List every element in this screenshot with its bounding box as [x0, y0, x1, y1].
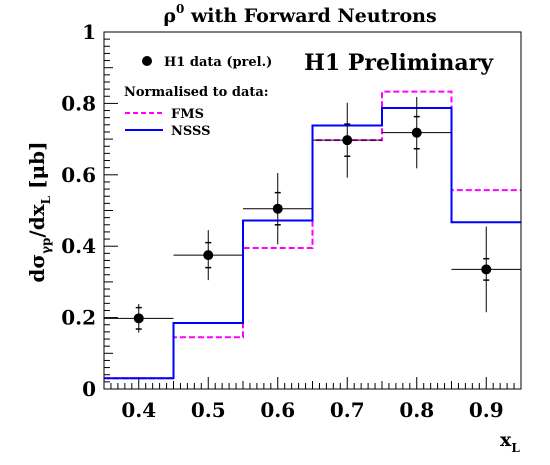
y-tick-label: 1: [82, 20, 96, 44]
x-tick-label: 0.6: [260, 398, 295, 422]
data-marker: [203, 250, 214, 261]
legend-fms-label: FMS: [171, 107, 204, 122]
x-tick-label: 0.9: [469, 398, 504, 422]
histogram-layer: [104, 90, 521, 380]
x-tick-label: 0.8: [399, 398, 434, 422]
x-axis-label: xL: [500, 429, 520, 455]
h1-preliminary-banner: H1 Preliminary: [304, 50, 494, 76]
y-tick-label: 0.2: [61, 306, 96, 330]
histogram-nsss: [104, 107, 521, 380]
chart-title: ρ0 with Forward Neutrons: [163, 2, 436, 27]
y-tick-label: 0.8: [61, 91, 96, 115]
data-points-layer: [104, 96, 521, 333]
x-tick-label: 0.5: [191, 398, 226, 422]
legend-nsss-label: NSSS: [171, 124, 210, 139]
y-tick-label: 0: [82, 377, 96, 401]
y-axis-label: dσγp/dxL [μb]: [25, 141, 53, 282]
axes: 0.4 0.5 0.6 0.7 0.8 0.9 0 0.2 0.4 0.6 0.8 1: [61, 20, 522, 422]
y-tick-label: 0.6: [61, 163, 96, 187]
data-marker: [411, 127, 422, 138]
data-point: [243, 173, 313, 245]
data-point: [312, 102, 382, 178]
legend-data-label: H1 data (prel.): [164, 55, 272, 70]
data-marker: [342, 135, 353, 146]
data-point: [104, 304, 174, 333]
data-point: [173, 230, 243, 281]
data-point: [382, 96, 452, 169]
legend-data-marker: [142, 56, 152, 66]
data-marker: [133, 313, 144, 324]
legend-header: Normalised to data:: [124, 85, 269, 100]
data-marker: [481, 264, 492, 275]
x-tick-label: 0.4: [121, 398, 156, 422]
y-tick-label: 0.4: [61, 234, 96, 258]
x-tick-label: 0.7: [330, 398, 365, 422]
data-point: [451, 226, 521, 313]
legend: H1 data (prel.) Normalised to data: FMS …: [124, 55, 272, 139]
data-marker: [272, 203, 283, 214]
